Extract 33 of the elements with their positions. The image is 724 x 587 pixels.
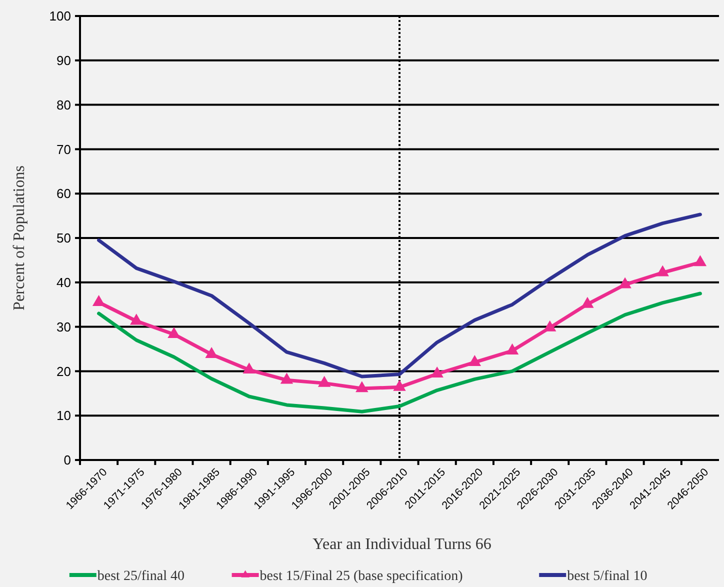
y-axis-title: Percent of Populations	[11, 166, 28, 310]
point	[656, 265, 669, 276]
legend-label: best 25/final 40	[97, 568, 185, 584]
point	[393, 380, 406, 391]
point	[506, 343, 519, 354]
point	[581, 296, 594, 308]
point	[468, 354, 482, 366]
y-tick-label: 30	[56, 319, 71, 334]
y-tick-label: 20	[56, 364, 71, 379]
y-tick-label: 90	[56, 52, 71, 68]
legend-label: best 15/Final 25 (base specification)	[260, 568, 464, 584]
point	[92, 295, 106, 306]
y-tick-label: 80	[56, 97, 71, 112]
point	[242, 362, 256, 374]
y-tick-label: 50	[56, 230, 71, 246]
point	[318, 376, 331, 387]
y-tick-label: 10	[56, 408, 71, 424]
x-axis-title: Year an Individual Turns 66	[312, 536, 492, 553]
y-tick-label: 0	[64, 452, 71, 468]
point	[543, 320, 556, 332]
point	[618, 277, 632, 288]
line-series	[97, 292, 702, 414]
y-tick-label: 60	[56, 186, 71, 202]
y-tick-label: 70	[56, 142, 71, 157]
point	[430, 366, 444, 378]
y-tick-label: 40	[56, 274, 71, 290]
point	[356, 381, 368, 392]
legend-label: best 5/final 10	[567, 568, 648, 584]
point	[694, 255, 707, 266]
point	[130, 314, 143, 325]
y-tick-label: 100	[49, 8, 71, 24]
point	[280, 372, 294, 384]
line-series	[97, 212, 702, 378]
